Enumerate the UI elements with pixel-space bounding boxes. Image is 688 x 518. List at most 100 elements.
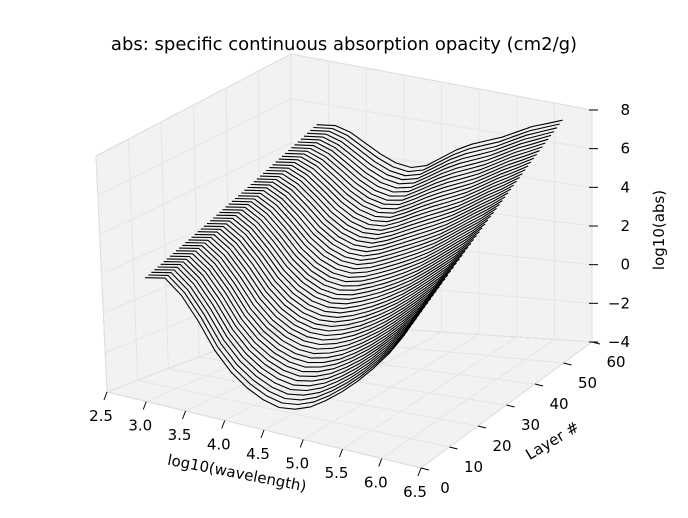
z-grid-back [290,98,593,150]
series-line-layer-41 [272,164,523,227]
series-line-layer-8 [169,255,429,373]
series-line-layer-21 [210,220,466,314]
z-tick-label: 8 [620,101,630,119]
series-line-layer-50 [300,138,549,189]
z-tick-label: 2 [620,217,630,235]
series-line-layer-42 [275,161,526,223]
series-line-layer-45 [285,152,535,210]
x-tick-label: 4.0 [207,436,231,454]
series-line-layer-38 [263,172,515,240]
series-line-layer-20 [206,222,463,318]
series-line-layer-6 [163,261,423,382]
series-line-layer-36 [256,178,509,249]
x-tick-label: 3.5 [168,426,192,444]
x-tick-mark [339,448,343,458]
series-line-layer-44 [281,155,532,214]
x-tick-label: 4.5 [246,445,270,463]
y-grid-floor [229,344,536,385]
series-line-layer-47 [291,147,540,201]
x-tick-label: 6.5 [403,483,427,501]
series-line-layer-0 [145,277,406,410]
series-line-layer-4 [157,266,417,392]
y-grid-floor [137,379,450,448]
series-line-layer-34 [250,183,503,257]
x-tick-label: 3.0 [128,417,152,435]
y-grid-floor [168,368,479,427]
x-tick-label: 6.0 [364,474,388,492]
series-line-layer-28 [231,200,486,283]
z-tick-label: 0 [620,256,630,274]
series-line-layer-33 [247,186,500,261]
series-line-layer-51 [303,134,552,185]
series-line-layer-25 [222,209,477,296]
x-tick-mark [378,458,383,467]
series-line-layer-39 [266,169,517,236]
z-tick-label: −2 [608,294,630,312]
z-grid-back [290,276,593,304]
x-tick-mark [142,401,147,410]
x-tick-mark [417,467,422,477]
y-tick-label: 60 [606,353,625,371]
series-line-layer-14 [188,239,446,346]
y-tick-label: 0 [440,479,450,497]
series-line-layer-37 [259,175,512,244]
series-line-layer-31 [241,192,495,270]
z-grid-side [99,142,292,236]
x-tick-mark [103,391,108,401]
x-tick-mark [299,439,304,448]
x-tick-mark [260,429,265,439]
x-tick-mark [182,410,186,420]
y-tick-label: 40 [549,395,568,413]
x-tick-label: 5.0 [285,455,309,473]
series-line-layer-46 [288,149,537,206]
x-tick-label: 5.5 [325,464,349,482]
z-tick-label: 6 [620,140,630,158]
y-tick-label: 30 [521,416,540,434]
x-tick-label: 2.5 [89,407,113,425]
y-tick-label: 20 [492,437,511,455]
y-tick-mark [563,362,572,366]
series-line-layer-16 [194,233,452,337]
y-tick-label: 10 [464,458,483,476]
series-line-layer-54 [313,123,560,173]
series-line-layer-27 [228,203,483,287]
z-axis-label: log10(abs) [650,190,668,270]
series-line-layer-9 [172,252,432,368]
y-tick-mark [506,404,515,408]
z-tick-label: 4 [620,178,630,196]
series-line-layer-48 [294,144,543,197]
series-line-layer-29 [234,197,489,278]
series-line-layer-7 [166,258,426,377]
y-tick-mark [449,446,458,450]
series-line-layer-23 [216,214,472,305]
series-line-layer-15 [191,236,449,341]
series-line-layer-11 [179,247,437,359]
data-series-group [145,119,563,410]
series-line-layer-3 [154,269,415,396]
axis-ticks: 2.53.03.54.04.55.05.56.06.5 0102030405060… [89,101,630,501]
y-grid-floor [260,333,564,364]
series-line-layer-1 [148,274,409,406]
y-tick-label: 50 [578,374,597,392]
series-line-layer-13 [185,242,443,350]
series-line-layer-17 [197,231,455,332]
series-line-layer-2 [151,271,412,401]
y-tick-mark [534,383,544,387]
x-tick-mark [221,420,226,429]
series-line-layer-35 [253,181,506,253]
z-tick-label: −4 [608,333,630,351]
z-grid-side [95,53,292,157]
y-grid-floor [198,356,507,406]
series-line-layer-43 [278,158,529,218]
series-line-layer-10 [175,250,434,364]
series-line-layer-32 [244,189,497,266]
series-line-layer-53 [310,127,558,177]
series-line-layer-26 [225,206,480,291]
series-line-layer-49 [297,141,546,193]
series-line-layer-19 [203,225,460,323]
series-line-layer-40 [269,167,520,231]
z-grid-back [290,187,593,227]
y-tick-mark [477,425,487,429]
series-line-layer-55 [316,119,563,169]
